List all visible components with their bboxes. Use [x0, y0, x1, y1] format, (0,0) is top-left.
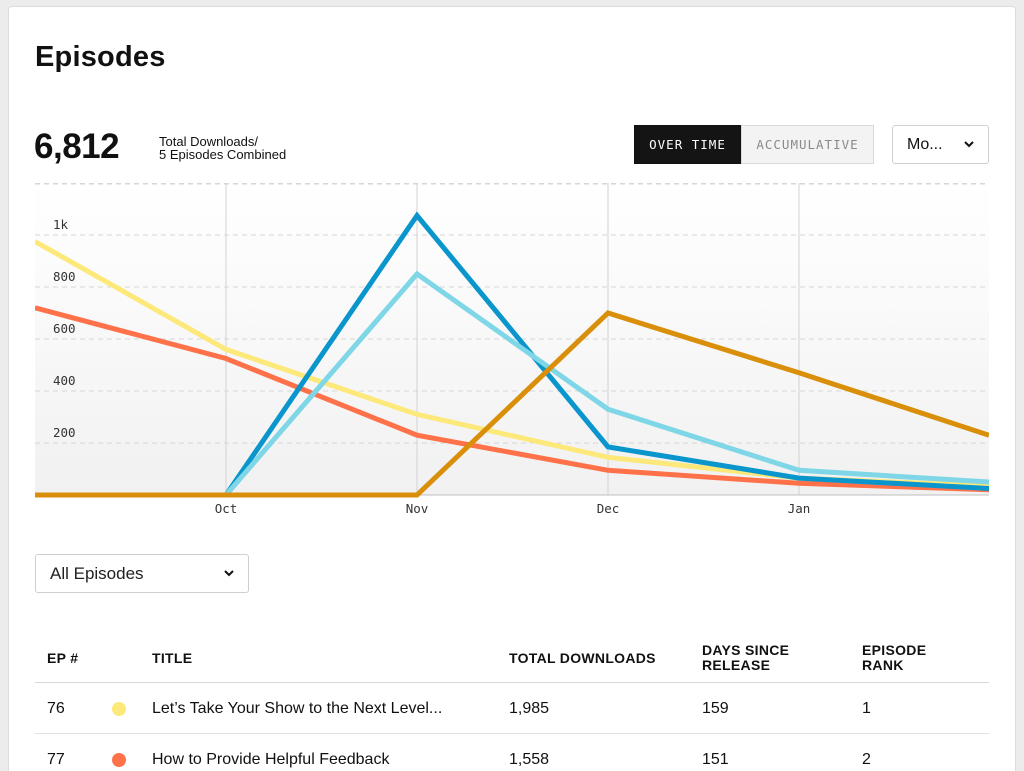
- total-caption-line2: 5 Episodes Combined: [159, 147, 287, 162]
- x-tick-label: Dec: [597, 501, 620, 516]
- row-episode-rank: 1: [862, 700, 871, 717]
- header-days-line1: DAYS SINCE: [702, 642, 790, 658]
- row-total-downloads: 1,985: [509, 700, 550, 717]
- y-tick-label: 400: [53, 373, 76, 388]
- row-days-since-release: 159: [702, 700, 729, 717]
- episode-filter-value: All Episodes: [50, 563, 144, 583]
- row-title[interactable]: How to Provide Helpful Feedback: [152, 751, 390, 768]
- header-rank-line1: EPISODE: [862, 642, 927, 658]
- page-title: Episodes: [35, 41, 166, 73]
- table-row[interactable]: 77 How to Provide Helpful Feedback 1,558 15…: [35, 734, 989, 771]
- total-downloads-caption: Total Downloads/ 5 Episodes Combined: [159, 135, 286, 161]
- period-select[interactable]: Mo...: [892, 125, 989, 164]
- period-select-value: Mo...: [907, 135, 943, 153]
- y-tick-label: 1k: [53, 217, 69, 232]
- view-toggle: OVER TIME ACCUMULATIVE: [634, 125, 874, 164]
- header-ep[interactable]: EP #: [47, 650, 79, 666]
- total-caption-line1: Total Downloads/: [159, 134, 258, 149]
- series-line-2[interactable]: [35, 305, 989, 493]
- row-total-downloads: 1,558: [509, 751, 550, 768]
- header-title[interactable]: TITLE: [152, 650, 193, 666]
- table-header: EP # TITLE TOTAL DOWNLOADS DAYS SINCE RE…: [35, 635, 989, 683]
- header-total-downloads[interactable]: TOTAL DOWNLOADS: [509, 650, 656, 666]
- total-downloads-value: 6,812: [34, 127, 120, 166]
- y-tick-label: 800: [53, 269, 76, 284]
- row-days-since-release: 151: [702, 751, 729, 768]
- row-episode-rank: 2: [862, 751, 871, 768]
- chevron-down-icon: [964, 141, 974, 148]
- series-line-5[interactable]: [35, 310, 989, 498]
- row-ep: 77: [47, 751, 65, 768]
- episodes-card: Episodes 6,812 Total Downloads/ 5 Episod…: [8, 6, 1016, 771]
- header-days-line2: RELEASE: [702, 657, 771, 673]
- episodes-table: EP # TITLE TOTAL DOWNLOADS DAYS SINCE RE…: [35, 635, 989, 771]
- over-time-button[interactable]: OVER TIME: [634, 125, 741, 164]
- series-color-dot: [112, 753, 126, 767]
- series-color-dot: [112, 702, 126, 716]
- header-days-since-release[interactable]: DAYS SINCE RELEASE: [702, 643, 789, 673]
- x-tick-label: Nov: [406, 501, 429, 516]
- chevron-down-icon: [224, 570, 234, 577]
- episode-filter-select[interactable]: All Episodes: [35, 554, 249, 593]
- accumulative-button[interactable]: ACCUMULATIVE: [741, 125, 874, 164]
- x-tick-label: Oct: [215, 501, 238, 516]
- x-tick-label: Jan: [788, 501, 811, 516]
- table-body: 76 Let’s Take Your Show to the Next Level…: [35, 683, 989, 771]
- header-episode-rank[interactable]: EPISODE RANK: [862, 643, 926, 673]
- header-rank-line2: RANK: [862, 657, 904, 673]
- row-title[interactable]: Let’s Take Your Show to the Next Level..…: [152, 700, 443, 717]
- y-tick-label: 200: [53, 425, 76, 440]
- y-tick-label: 600: [53, 321, 76, 336]
- table-row[interactable]: 76 Let’s Take Your Show to the Next Level…: [35, 683, 989, 734]
- row-ep: 76: [47, 700, 65, 717]
